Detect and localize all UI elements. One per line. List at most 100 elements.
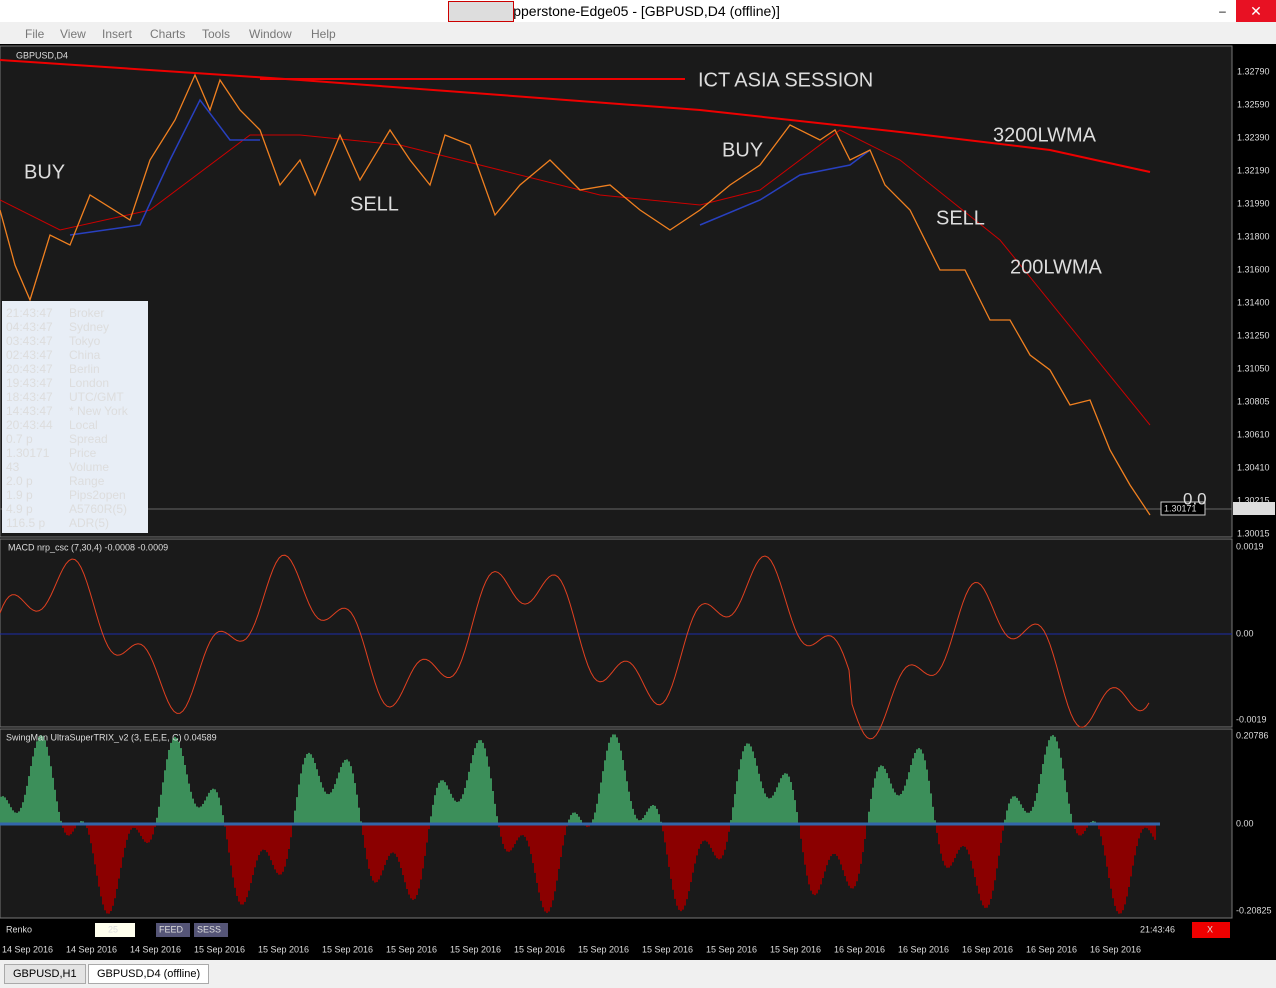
info-label: * New York xyxy=(69,404,129,418)
trix-bar xyxy=(624,770,626,824)
blue-line xyxy=(699,149,871,226)
trix-bar xyxy=(416,824,418,896)
trix-bar xyxy=(228,824,230,853)
trix-bar xyxy=(632,808,634,824)
trix-bar xyxy=(344,759,346,824)
trix-bar xyxy=(864,824,866,839)
trix-bar xyxy=(674,824,676,899)
info-value: 1.9 p xyxy=(6,488,33,502)
menu-item[interactable]: Help xyxy=(311,27,336,41)
trix-bar xyxy=(414,824,416,899)
price-label: 1.31990 xyxy=(1237,198,1270,208)
trix-bar xyxy=(98,824,100,887)
menu-item[interactable]: Charts xyxy=(150,27,186,41)
trix-bar xyxy=(390,824,392,854)
trix-bar xyxy=(744,745,746,824)
trix-bar xyxy=(126,824,128,840)
menu-item[interactable]: Insert xyxy=(102,27,133,41)
trix-bar xyxy=(1020,804,1022,824)
trix-bar xyxy=(534,824,536,873)
trix-bar xyxy=(118,824,120,879)
trix-bar xyxy=(480,740,482,824)
trix-bar xyxy=(424,824,426,856)
time-label: 16 Sep 2016 xyxy=(898,944,949,954)
sess-button[interactable] xyxy=(194,923,228,937)
trix-bar xyxy=(950,824,952,866)
trix-bar xyxy=(1056,741,1058,824)
trix-bar xyxy=(136,824,138,830)
trix-bar xyxy=(628,791,630,824)
trix-bar xyxy=(148,824,150,843)
trix-bar xyxy=(210,790,212,824)
menu-item[interactable]: Tools xyxy=(202,27,231,41)
trix-bar xyxy=(464,787,466,824)
trix-bar xyxy=(870,798,872,824)
trix-bar xyxy=(44,740,46,824)
trix-bar xyxy=(288,824,290,850)
trix-bar xyxy=(394,824,396,854)
trix-bar xyxy=(926,769,928,824)
trix-bar xyxy=(26,785,28,824)
trix-bar xyxy=(800,824,802,839)
trix-bar xyxy=(706,824,708,842)
close-button[interactable]: ✕ xyxy=(1236,0,1276,22)
trix-histogram xyxy=(0,734,1156,914)
trix-bar xyxy=(620,750,622,824)
trix-bar xyxy=(626,781,628,824)
trix-bar xyxy=(358,807,360,824)
trix-bar xyxy=(804,824,806,865)
trix-bar xyxy=(514,824,516,845)
tab[interactable]: GBPUSD,D4 (offline) xyxy=(88,964,210,984)
trix-bar xyxy=(638,820,640,824)
menu-item[interactable]: View xyxy=(60,27,86,41)
trix-bar xyxy=(496,816,498,824)
menu-item[interactable]: File xyxy=(25,27,45,41)
trix-bar xyxy=(454,800,456,824)
trix-bar xyxy=(902,790,904,824)
menu-item[interactable]: Window xyxy=(249,27,292,41)
trix-bar xyxy=(188,783,190,824)
trix-bar xyxy=(62,824,64,828)
price-series xyxy=(0,73,1151,516)
trix-bar xyxy=(726,824,728,842)
trix-bar xyxy=(1128,824,1130,887)
trix-bar xyxy=(990,824,992,899)
trix-bar xyxy=(724,824,726,850)
feed-button[interactable] xyxy=(156,923,190,937)
title-bar: Pepperstone-Edge05 - [GBPUSD,D4 (offline… xyxy=(0,0,1276,22)
trix-bar xyxy=(692,824,694,873)
info-label: Range xyxy=(69,474,105,488)
trix-bar xyxy=(520,824,522,836)
trix-bar xyxy=(1052,735,1054,824)
trix-bar xyxy=(350,766,352,824)
time-label: 14 Sep 2016 xyxy=(66,944,117,954)
box-field[interactable] xyxy=(95,923,135,937)
trix-bar xyxy=(442,780,444,824)
trix-bar xyxy=(896,794,898,824)
tab[interactable]: GBPUSD,H1 xyxy=(4,964,86,984)
pane-label: MACD nrp_csc (7,30,4) -0.0008 -0.0009 xyxy=(8,542,168,552)
trix-bar xyxy=(876,771,878,824)
info-label: Spread xyxy=(69,432,108,446)
trix-bar xyxy=(120,824,122,868)
trix-bar xyxy=(684,824,686,906)
time-label: 15 Sep 2016 xyxy=(578,944,629,954)
close-box[interactable] xyxy=(1192,922,1230,938)
price-label: 1.31800 xyxy=(1237,231,1270,241)
trix-bar xyxy=(1034,800,1036,824)
price-label: 1.32790 xyxy=(1237,66,1270,76)
info-value: 21:43:47 xyxy=(6,306,53,320)
trix-bar xyxy=(1050,736,1052,824)
trix-bar xyxy=(772,795,774,824)
info-value: 2.0 p xyxy=(6,474,33,488)
trix-bar xyxy=(794,800,796,824)
trix-bar xyxy=(1108,824,1110,878)
trix-bar xyxy=(280,824,282,875)
trix-bar xyxy=(918,748,920,824)
trix-bar xyxy=(734,794,736,824)
trix-bar xyxy=(418,824,420,889)
price-label: 1.30215 xyxy=(1237,495,1270,505)
trix-bar xyxy=(152,824,154,835)
trix-bar xyxy=(60,820,62,824)
trix-bar xyxy=(18,811,20,824)
